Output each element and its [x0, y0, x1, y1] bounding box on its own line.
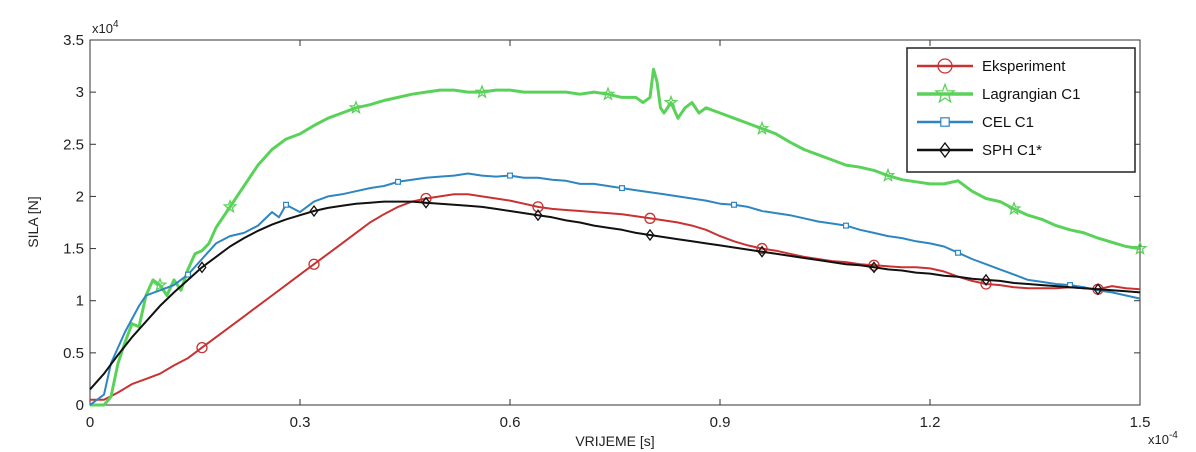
- x-multiplier: x10-4: [1148, 430, 1178, 447]
- y-tick-label: 1: [76, 293, 84, 310]
- y-tick-label: 0: [76, 397, 84, 414]
- series-marker: [1006, 201, 1022, 216]
- series-layer: [89, 67, 1148, 407]
- series-marker: [283, 201, 290, 208]
- series-marker: [938, 141, 952, 159]
- x-tick-label: 1.2: [920, 414, 941, 431]
- legend-item: SPH C1*: [917, 141, 1042, 159]
- series-marker: [756, 242, 768, 255]
- series-marker: [196, 341, 208, 354]
- series-marker: [934, 82, 956, 104]
- series-line: [90, 67, 1141, 407]
- y-tick-label: 3.5: [63, 32, 84, 49]
- series-marker: [185, 271, 192, 278]
- series-marker: [474, 84, 490, 99]
- y-tick-label: 1.5: [63, 241, 84, 258]
- x-tick-label: 1.5: [1130, 414, 1151, 431]
- series-marker: [940, 117, 950, 127]
- legend: Eksperiment Lagrangian C1 CEL C1 SPH C1*: [906, 47, 1136, 173]
- series-marker: [348, 99, 364, 115]
- series-marker: [663, 94, 679, 109]
- series-cel-c1: [89, 172, 1141, 406]
- series-marker: [222, 199, 238, 214]
- legend-item: Lagrangian C1: [917, 82, 1080, 104]
- x-tick-label: 0.9: [710, 414, 731, 431]
- y-tick-label: 2: [76, 188, 84, 205]
- y-tick-label: 3: [76, 84, 84, 101]
- series-marker: [308, 258, 320, 270]
- series-lagrangian-c1: [90, 67, 1148, 407]
- series-marker: [1093, 283, 1103, 296]
- legend-label: Lagrangian C1: [982, 86, 1080, 103]
- x-tick-label: 0.3: [290, 414, 311, 431]
- series-marker: [937, 58, 953, 74]
- series-marker: [644, 212, 656, 224]
- series-marker: [880, 167, 896, 182]
- series-marker: [842, 222, 849, 229]
- x-tick-label: 0: [86, 414, 94, 431]
- y-axis-label: SILA [N]: [25, 196, 41, 247]
- y-tick-label: 2.5: [63, 136, 84, 153]
- series-line: [90, 193, 1141, 401]
- x-axis-label: VRIJEME [s]: [575, 433, 654, 449]
- x-axis-ticks: 0 0.3 0.6 0.9 1.2 1.5: [86, 40, 1151, 431]
- series-marker: [532, 201, 544, 213]
- series-sph-c1-: [89, 196, 1141, 391]
- series-marker: [754, 120, 770, 136]
- legend-box: [906, 47, 1136, 173]
- series-marker: [197, 261, 207, 274]
- series-marker: [152, 277, 168, 292]
- legend-label: CEL C1: [982, 114, 1034, 131]
- series-marker: [645, 228, 655, 242]
- series-marker: [981, 273, 991, 286]
- legend-label: SPH C1*: [982, 142, 1042, 159]
- legend-items: Eksperiment Lagrangian C1 CEL C1 SPH C1*: [917, 58, 1080, 159]
- series-marker: [618, 185, 625, 192]
- series-marker: [421, 196, 431, 209]
- legend-item: Eksperiment: [917, 58, 1066, 75]
- series-marker: [757, 245, 767, 258]
- y-tick-label: 0.5: [63, 345, 84, 362]
- legend-item: CEL C1: [917, 114, 1034, 131]
- x-tick-label: 0.6: [500, 414, 521, 431]
- y-multiplier: x104: [92, 19, 119, 36]
- series-marker: [507, 172, 514, 179]
- series-marker: [954, 249, 961, 256]
- y-axis-ticks: 0 0.5 1 1.5 2 2.5 3 3.5: [63, 32, 1140, 414]
- series-marker: [1132, 240, 1148, 255]
- series-marker: [395, 178, 402, 185]
- legend-label: Eksperiment: [982, 58, 1066, 75]
- series-marker: [309, 204, 319, 218]
- series-marker: [868, 259, 880, 271]
- series-marker: [533, 209, 543, 222]
- series-marker: [600, 86, 616, 101]
- series-marker: [869, 261, 879, 274]
- series-line: [89, 200, 1141, 391]
- series-marker: [730, 201, 737, 208]
